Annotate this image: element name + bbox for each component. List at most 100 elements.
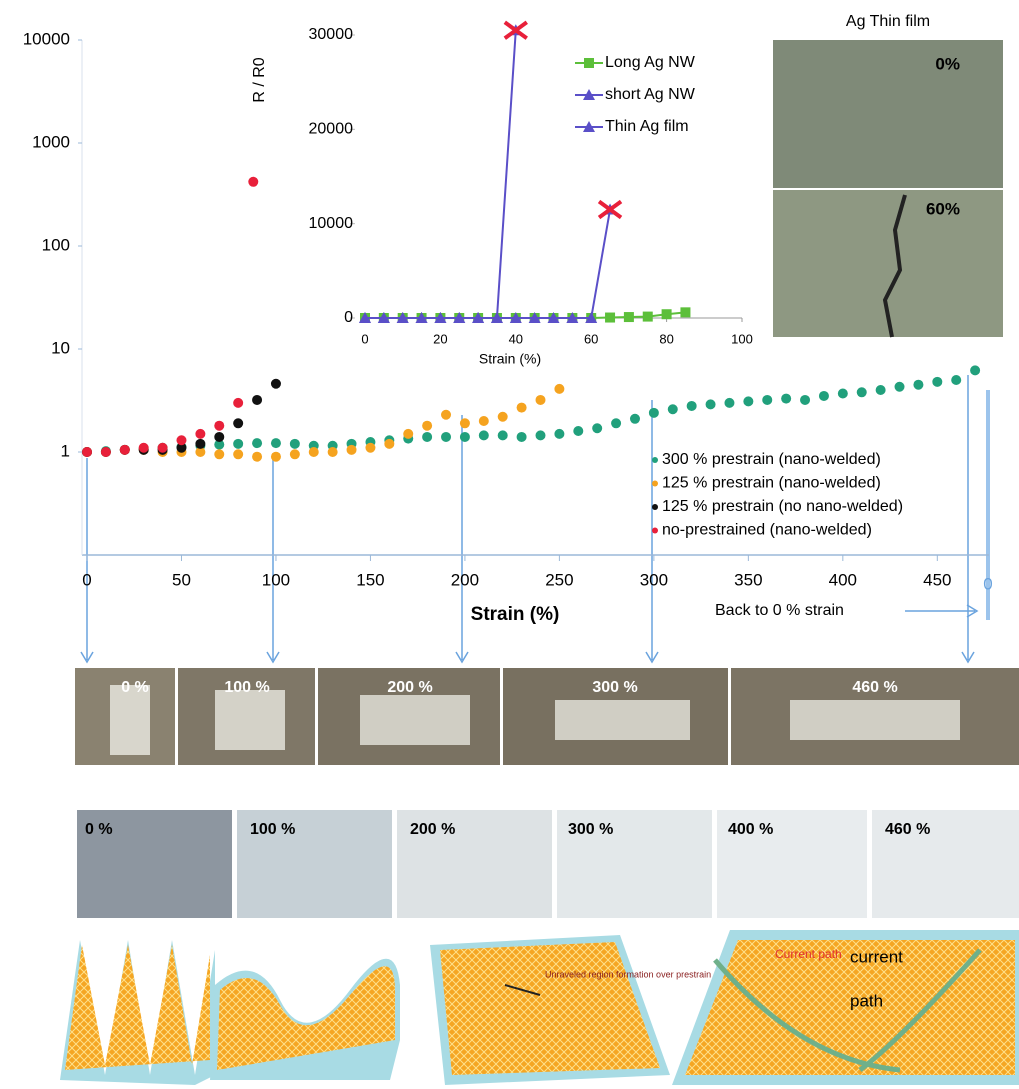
data-point (724, 397, 735, 408)
data-point (743, 396, 754, 407)
data-point (434, 312, 447, 323)
data-point (82, 447, 92, 457)
data-point (554, 383, 565, 394)
x-tick-label: 450 (923, 570, 951, 589)
data-point (680, 307, 691, 318)
data-point (516, 431, 527, 442)
data-point (377, 312, 390, 323)
thin-film-photo (773, 40, 1003, 188)
data-point (661, 309, 672, 320)
x-tick-label: 300 (640, 570, 668, 589)
data-point (289, 449, 300, 460)
photo-label: 0 % (121, 679, 149, 696)
photo-label: 60% (926, 199, 960, 218)
micrographs (77, 810, 1019, 918)
data-point (327, 447, 338, 457)
data-point (611, 418, 622, 429)
y-axis-title: R / R0 (251, 57, 268, 102)
data-point (686, 400, 697, 411)
photo-label: 460 % (852, 679, 897, 696)
x-tick-label: 20 (433, 331, 447, 346)
data-point (894, 381, 905, 392)
micrograph-label: 100 % (250, 821, 295, 838)
data-point (762, 394, 773, 405)
legend-marker (583, 121, 595, 132)
photo-label: 100 % (224, 679, 269, 696)
photo-label: 300 % (592, 679, 637, 696)
y-tick-label: 1000 (32, 132, 70, 151)
data-point (478, 430, 489, 441)
micrograph-label: 0 % (85, 821, 113, 838)
x-axis-title: Strain (%) (471, 604, 560, 625)
data-point (441, 431, 452, 442)
data-point (913, 379, 924, 390)
data-point (214, 420, 225, 431)
data-point (422, 420, 433, 431)
legend-label: no-prestrained (nano-welded) (662, 522, 872, 539)
legend-marker (652, 504, 658, 510)
series-line (365, 30, 517, 319)
data-point (528, 312, 541, 323)
y-tick-label: 30000 (309, 26, 354, 43)
legend-marker (584, 58, 594, 68)
data-point (781, 393, 792, 404)
data-point (138, 442, 149, 453)
x-tick-label: 80 (659, 331, 673, 346)
failure-mark (503, 20, 528, 40)
data-point (252, 451, 263, 462)
data-point (195, 428, 206, 439)
failure-mark (597, 199, 623, 220)
legend-label: 125 % prestrain (no nano-welded) (662, 498, 903, 515)
data-point (951, 375, 962, 386)
data-point (605, 312, 616, 323)
y-tick-label: 10 (51, 338, 70, 357)
guide-arrows (80, 375, 990, 664)
data-point (592, 423, 603, 434)
data-point (270, 378, 281, 389)
data-point (509, 312, 522, 323)
data-point (970, 365, 981, 376)
data-point (516, 402, 527, 413)
x-tick-label: 50 (172, 570, 191, 589)
data-point (100, 447, 111, 457)
illustrations (60, 930, 1019, 1085)
data-point (157, 442, 168, 453)
data-point (629, 413, 640, 424)
x-tick-label: 40 (509, 331, 523, 346)
legend-marker (652, 457, 658, 463)
data-point (459, 431, 470, 442)
y-tick-label: 1 (61, 441, 70, 460)
data-point (422, 431, 433, 442)
data-point (856, 387, 867, 398)
data-point (403, 428, 414, 439)
x-tick-label: 0 (361, 331, 368, 346)
data-point (535, 394, 546, 405)
data-point (453, 312, 466, 323)
data-point (384, 438, 395, 449)
data-point (837, 388, 848, 399)
micrograph-label: 400 % (728, 821, 773, 838)
illustration-label: Current path (775, 947, 842, 961)
data-point (233, 418, 244, 429)
data-point (554, 428, 565, 439)
x-tick-label: 150 (356, 570, 384, 589)
data-point (642, 311, 653, 322)
data-point (478, 415, 489, 426)
data-point (585, 312, 598, 323)
data-point (396, 312, 409, 323)
data-point (359, 312, 371, 323)
x-tick-label: 400 (829, 570, 857, 589)
legend-label: 125 % prestrain (nano-welded) (662, 475, 881, 492)
data-point (441, 409, 452, 420)
data-point (573, 425, 584, 436)
micrograph-label: 300 % (568, 821, 613, 838)
data-point (875, 384, 886, 395)
data-point (270, 451, 281, 462)
data-point (800, 394, 811, 405)
data-point (270, 438, 281, 449)
data-point (932, 376, 943, 387)
data-point (308, 447, 319, 457)
legend-label: Long Ag NW (605, 54, 696, 71)
data-point (415, 312, 428, 323)
